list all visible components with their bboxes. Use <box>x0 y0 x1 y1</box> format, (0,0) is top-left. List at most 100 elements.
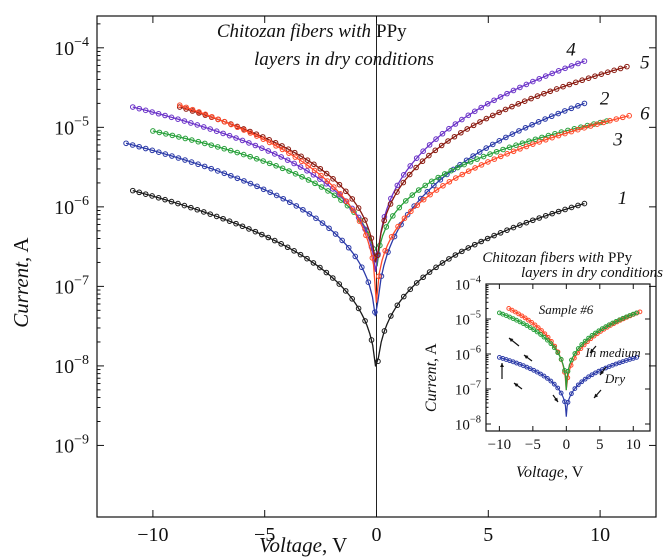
main-data-point <box>500 146 506 153</box>
main-data-point <box>279 146 286 153</box>
main-data-point <box>506 144 513 151</box>
main-data-point <box>369 255 376 261</box>
main-data-point <box>478 104 485 111</box>
main-data-point <box>400 172 407 178</box>
main-data-point <box>169 132 176 139</box>
main-data-point <box>311 161 317 168</box>
main-data-point <box>317 264 323 271</box>
main-data-point <box>459 248 465 255</box>
main-data-point <box>439 130 446 137</box>
inset-data-point <box>589 372 595 378</box>
main-data-point <box>304 168 310 174</box>
main-data-point <box>359 264 365 271</box>
main-data-point <box>483 115 490 122</box>
main-data-point <box>420 274 426 281</box>
main-data-point <box>549 70 555 77</box>
main-data-point <box>445 138 451 144</box>
main-data-point <box>484 101 491 107</box>
main-data-point <box>515 101 522 107</box>
main-data-point <box>435 174 442 181</box>
main-data-point <box>332 231 339 237</box>
main-data-point <box>259 145 265 151</box>
main-data-point <box>305 177 312 183</box>
inset-data-point <box>551 381 557 387</box>
main-data-point <box>234 124 241 131</box>
main-data-point <box>426 142 433 148</box>
main-data-point <box>547 88 554 95</box>
main-data-point <box>433 136 439 142</box>
main-data-point <box>461 161 467 168</box>
main-data-point <box>465 112 472 119</box>
main-data-point <box>607 117 613 124</box>
main-series-line <box>132 60 585 272</box>
main-data-point <box>305 162 311 169</box>
main-data-point <box>330 176 336 182</box>
main-data-point <box>317 165 324 172</box>
main-data-point <box>291 248 297 254</box>
main-data-point <box>247 180 254 187</box>
main-data-point <box>227 147 234 154</box>
inset-chart: Chitozan fibers with PPy layers in dry c… <box>423 250 663 481</box>
main-data-point <box>345 244 352 251</box>
main-data-point <box>413 155 420 161</box>
main-data-point <box>266 139 273 146</box>
main-data-point <box>431 182 437 189</box>
inset-data-point <box>565 368 571 374</box>
main-data-point <box>542 212 549 219</box>
main-y-tick-label: 10−5 <box>54 114 89 139</box>
inset-data-point <box>582 338 588 344</box>
main-data-point <box>318 184 325 190</box>
main-data-point <box>293 203 300 209</box>
inset-data-point <box>538 371 543 377</box>
main-data-point <box>548 113 555 120</box>
main-data-point <box>142 107 149 114</box>
main-title-line1: Chitozan fibers with <box>217 21 371 42</box>
main-data-point <box>497 153 504 160</box>
main-data-point <box>446 256 452 262</box>
main-data-point <box>326 225 332 232</box>
main-data-point <box>401 215 408 222</box>
main-series-line <box>179 65 628 263</box>
main-data-point <box>142 191 149 197</box>
inset-data-point <box>586 335 591 341</box>
inset-data-point <box>548 341 554 347</box>
main-data-point <box>504 90 510 97</box>
main-data-point <box>155 110 162 117</box>
main-data-point <box>323 181 330 187</box>
main-data-point <box>396 204 403 211</box>
main-data-point <box>176 102 183 108</box>
main-data-point <box>568 63 575 69</box>
main-data-point <box>325 188 331 194</box>
main-data-point <box>226 218 233 224</box>
inset-data-point <box>579 379 585 385</box>
main-data-point <box>517 84 523 91</box>
inset-data-point <box>535 325 541 331</box>
inset-data-point <box>593 330 598 336</box>
main-data-point <box>388 233 395 240</box>
main-data-point <box>587 123 594 129</box>
main-data-point <box>424 188 431 195</box>
main-data-point <box>362 318 368 324</box>
svg-text:Voltage: Voltage <box>259 533 322 557</box>
main-data-point <box>221 145 228 152</box>
main-data-point <box>470 153 476 159</box>
main-data-point <box>356 218 363 224</box>
main-data-point <box>470 122 477 129</box>
main-data-point <box>286 199 293 206</box>
main-data-point <box>228 121 234 128</box>
main-data-point <box>304 255 310 262</box>
main-data-point <box>176 104 183 110</box>
main-data-point <box>419 158 426 165</box>
main-data-point <box>259 231 265 238</box>
main-data-point <box>156 129 163 136</box>
main-data-point <box>536 139 543 145</box>
main-data-point <box>313 215 319 222</box>
main-data-point <box>528 95 534 102</box>
main-data-point <box>549 134 555 141</box>
main-data-point <box>402 198 409 204</box>
main-data-point <box>286 150 292 156</box>
main-data-point <box>372 309 378 315</box>
main-data-point <box>452 121 459 127</box>
main-data-point <box>239 223 246 230</box>
main-data-point <box>502 106 509 113</box>
